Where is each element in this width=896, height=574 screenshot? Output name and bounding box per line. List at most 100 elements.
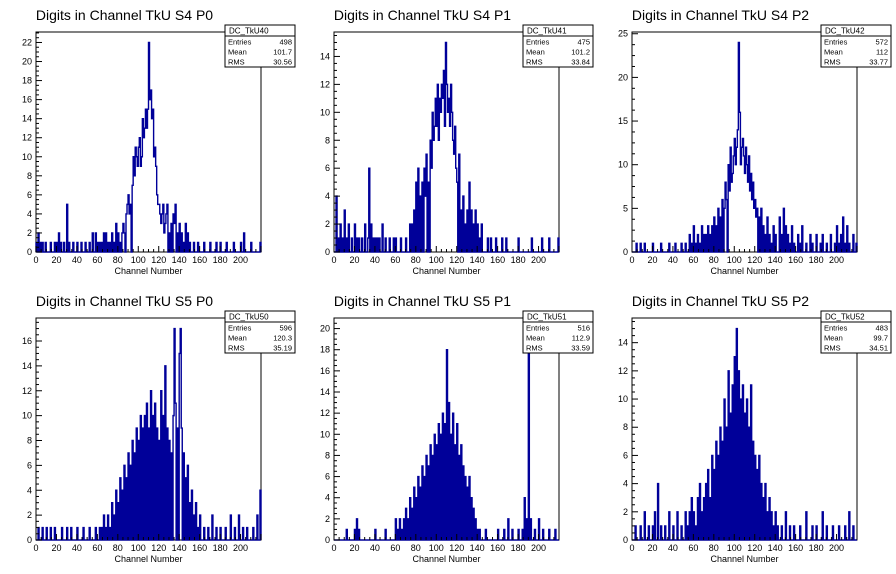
- x-tick-label: 140: [470, 543, 485, 553]
- chart-title: Digits in Channel TkU S4 P2: [632, 7, 809, 23]
- histogram-bin: [773, 526, 774, 540]
- histogram-bin: [542, 238, 543, 252]
- histogram-bin: [812, 243, 813, 252]
- histogram-bin: [412, 508, 413, 540]
- histogram-bin: [120, 242, 121, 252]
- stats-value: 120.3: [273, 334, 292, 343]
- histogram-bin: [123, 223, 124, 252]
- stats-value: 483: [875, 324, 888, 333]
- histogram-bin: [173, 214, 174, 252]
- histogram-bin: [59, 233, 60, 252]
- histogram-bin: [156, 166, 157, 252]
- histogram-bin: [106, 528, 107, 540]
- histogram-bin: [42, 242, 43, 252]
- histogram-bin: [177, 233, 178, 252]
- x-tick-label: 20: [51, 543, 61, 553]
- histogram-bin: [134, 453, 135, 540]
- stats-value: 30.56: [273, 58, 292, 67]
- histogram-bin: [410, 498, 411, 540]
- x-tick-label: 60: [390, 255, 400, 265]
- histogram-bin: [753, 441, 754, 540]
- histogram-bin: [99, 528, 100, 540]
- stats-box-frame: [820, 24, 892, 68]
- histogram-bin: [420, 487, 421, 540]
- histogram-bin: [635, 526, 636, 540]
- histogram-bin: [253, 528, 254, 540]
- histogram-bin: [447, 350, 448, 540]
- histogram-bin: [159, 441, 160, 541]
- histogram-bin: [351, 238, 352, 252]
- histogram-bin: [736, 147, 737, 252]
- y-tick-label: 18: [320, 345, 330, 355]
- histogram-bin: [832, 526, 833, 540]
- histogram-bin: [140, 416, 141, 540]
- histogram-bin: [504, 529, 505, 540]
- stats-value: 112: [876, 48, 888, 57]
- y-tick-label: 0: [623, 535, 628, 545]
- histogram-bin: [444, 126, 445, 252]
- x-tick-label: 120: [747, 255, 762, 265]
- histogram-bin: [442, 98, 443, 252]
- histogram-bin: [734, 139, 735, 252]
- x-tick-label: 140: [172, 543, 187, 553]
- histogram-bin: [449, 403, 450, 540]
- histogram-bin: [340, 224, 341, 252]
- histogram-bin: [465, 224, 466, 252]
- histogram-bin: [128, 453, 129, 540]
- histogram-bin: [437, 84, 438, 252]
- histogram-bin: [416, 182, 417, 252]
- histogram-bin: [187, 233, 188, 252]
- x-tick-label: 140: [172, 255, 187, 265]
- histogram-bin: [114, 242, 115, 252]
- x-axis-label: Channel Number: [710, 266, 778, 276]
- histogram-bin: [675, 243, 676, 252]
- histogram-bin: [751, 173, 752, 252]
- histogram-panel: Digits in Channel TkU S5 P20 20 40 60 80 100 1…: [618, 293, 892, 564]
- histogram-bin: [189, 503, 190, 540]
- histogram-bin: [145, 109, 146, 252]
- histogram-bin: [444, 424, 445, 540]
- histogram-bin: [144, 128, 145, 252]
- histogram-bin: [357, 519, 358, 540]
- x-axis-label: Channel Number: [114, 266, 182, 276]
- histogram-bin: [754, 208, 755, 252]
- y-tick-label: 22: [22, 37, 32, 47]
- y-tick-label: 16: [22, 336, 32, 346]
- histogram-bin: [748, 182, 749, 252]
- y-tick-label: 12: [22, 386, 32, 396]
- y-tick-label: 2: [27, 228, 32, 238]
- y-tick-label: 25: [618, 29, 628, 39]
- histogram-bin: [457, 182, 458, 252]
- y-tick-label: 6: [27, 460, 32, 470]
- histogram-bin: [157, 195, 158, 252]
- x-tick-label: 60: [92, 255, 102, 265]
- histogram-bin: [139, 138, 140, 252]
- x-tick-label: 140: [768, 255, 783, 265]
- histogram-bin: [171, 453, 172, 540]
- histogram-bin: [247, 528, 248, 540]
- x-axis-label: Channel Number: [412, 554, 480, 564]
- y-tick-label: 14: [320, 51, 330, 61]
- histogram-bin: [461, 210, 462, 252]
- histogram-bin: [839, 243, 840, 252]
- histogram-bin: [485, 529, 486, 540]
- histogram-bin: [369, 168, 370, 252]
- histogram-bin: [122, 490, 123, 540]
- histogram-bin: [136, 428, 137, 540]
- histogram-bin: [73, 242, 74, 252]
- histogram-bin: [198, 242, 199, 252]
- x-tick-label: 160: [490, 543, 505, 553]
- histogram-bin: [781, 526, 782, 540]
- histogram-bin: [718, 208, 719, 252]
- histogram-bin: [794, 243, 795, 252]
- stats-value: 516: [577, 324, 590, 333]
- histogram-bin: [661, 243, 662, 252]
- x-tick-label: 40: [668, 255, 678, 265]
- histogram-bin: [144, 416, 145, 540]
- histogram-bin: [700, 243, 701, 252]
- histogram-bin: [181, 428, 182, 540]
- histogram-bin: [700, 484, 701, 540]
- histogram-bin: [146, 403, 147, 540]
- histogram-bin: [108, 515, 109, 540]
- histogram-bin: [430, 445, 431, 540]
